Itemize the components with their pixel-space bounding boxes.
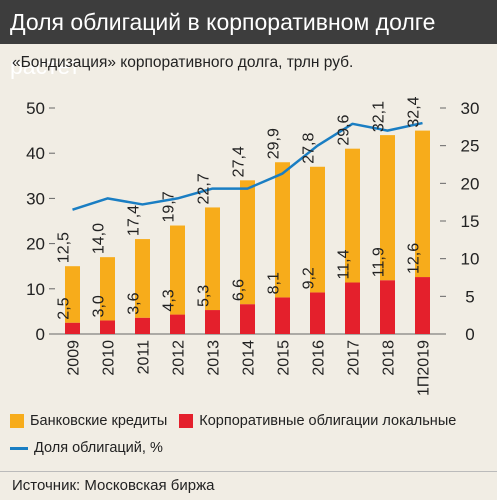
chart-title: Доля облигаций в корпоративном долге рас… [0, 0, 497, 79]
data-label-bank: 29,9 [266, 128, 283, 159]
x-axis-tick-label: 2010 [101, 340, 118, 376]
data-label-bank: 14,0 [91, 223, 108, 254]
source-note: Источник: Московская биржа [0, 471, 497, 500]
bar-bank [275, 162, 290, 298]
bar-bonds [275, 297, 290, 334]
left-axis-tick-label: 40 [26, 144, 45, 163]
right-axis-tick-label: 5 [465, 287, 474, 306]
x-axis-tick-label: 1П2019 [416, 340, 433, 396]
bar-bonds [415, 277, 430, 334]
data-label-bank: 19,7 [161, 191, 178, 222]
data-label-bank: 27,4 [231, 146, 248, 177]
right-axis-tick-label: 15 [461, 212, 480, 231]
chart: 0 10 20 30 40 50 0 5 10 15 20 25 30 2,5 12,5 3,0 14,0 3,6… [26, 96, 480, 396]
legend-line-swatch [10, 446, 28, 450]
bar-bonds [310, 292, 325, 334]
data-label-bonds: 5,3 [196, 285, 213, 307]
data-label-bank: 17,4 [126, 205, 143, 236]
left-axis-tick-label: 30 [26, 189, 45, 208]
data-label-bonds: 11,9 [371, 247, 388, 277]
right-axis-tick-label: 0 [465, 325, 474, 344]
left-axis-tick-label: 50 [26, 99, 45, 118]
data-label-bank: 22,7 [196, 173, 213, 204]
bar-bank [380, 135, 395, 281]
legend-line-label: Доля облигаций, % [34, 440, 163, 456]
bar-bank [100, 257, 115, 321]
x-axis-tick-label: 2017 [346, 340, 363, 376]
bar-bonds [170, 314, 185, 334]
x-axis-tick-label: 2014 [241, 340, 258, 376]
bar-bonds [205, 310, 220, 334]
left-axis-tick-label: 20 [26, 235, 45, 254]
right-axis-tick-label: 10 [461, 250, 480, 269]
x-axis-tick-label: 2013 [206, 340, 223, 376]
data-label-bank: 32,4 [406, 96, 423, 127]
data-label-bank: 27,8 [301, 133, 318, 164]
bar-bonds [135, 317, 150, 334]
x-axis-tick-label: 2018 [381, 340, 398, 376]
x-axis-tick-label: 2016 [311, 340, 328, 376]
right-axis-tick-label: 25 [461, 137, 480, 156]
legend-bank-swatch [10, 414, 24, 428]
bar-bonds [380, 280, 395, 334]
x-axis-tick-label: 2015 [276, 340, 293, 376]
bar-bonds [345, 282, 360, 334]
bar-bank [135, 239, 150, 318]
bar-bonds [240, 304, 255, 334]
chart-subtitle: «Бондизация» корпоративного долга, трлн … [12, 54, 354, 71]
data-label-bonds: 8,1 [266, 272, 283, 294]
bar-bank [65, 266, 80, 323]
right-axis-tick-label: 20 [461, 174, 480, 193]
bar-bonds [65, 322, 80, 334]
right-axis-tick-label: 30 [461, 99, 480, 118]
legend-bank-label: Банковские кредиты [30, 413, 168, 429]
x-axis-tick-label: 2011 [136, 340, 153, 375]
x-axis-tick-label: 2012 [171, 340, 188, 376]
data-label-bonds: 9,2 [301, 267, 318, 289]
bar-bank [345, 148, 360, 283]
legend-bonds-swatch [179, 414, 194, 428]
bar-bank [205, 207, 220, 311]
left-axis-tick-label: 10 [26, 280, 45, 299]
share-line [72, 121, 423, 211]
data-label-bonds: 3,0 [91, 295, 108, 317]
data-label-bonds: 11,4 [336, 249, 353, 279]
data-label-bonds: 12,6 [406, 243, 423, 274]
bar-bank [415, 130, 430, 278]
left-axis-tick-label: 0 [36, 325, 45, 344]
data-label-bank: 32,1 [371, 101, 388, 132]
data-label-bonds: 3,6 [126, 292, 143, 314]
bar-bank [240, 180, 255, 305]
data-label-bonds: 6,6 [231, 279, 248, 301]
data-label-bank: 12,5 [56, 232, 73, 263]
bar-bank [310, 166, 325, 293]
legend-line: Доля облигаций, % [10, 438, 163, 458]
data-label-bonds: 4,3 [161, 289, 178, 311]
data-label-bank: 29,6 [336, 114, 353, 145]
legend: Банковские кредиты Корпоративные облигац… [10, 411, 456, 431]
bar-bonds [100, 320, 115, 334]
data-label-bonds: 2,5 [56, 297, 73, 319]
bar-bank [170, 225, 185, 315]
x-axis-tick-label: 2009 [66, 340, 83, 376]
legend-bonds-label: Корпоративные облигации локальные [199, 413, 457, 429]
